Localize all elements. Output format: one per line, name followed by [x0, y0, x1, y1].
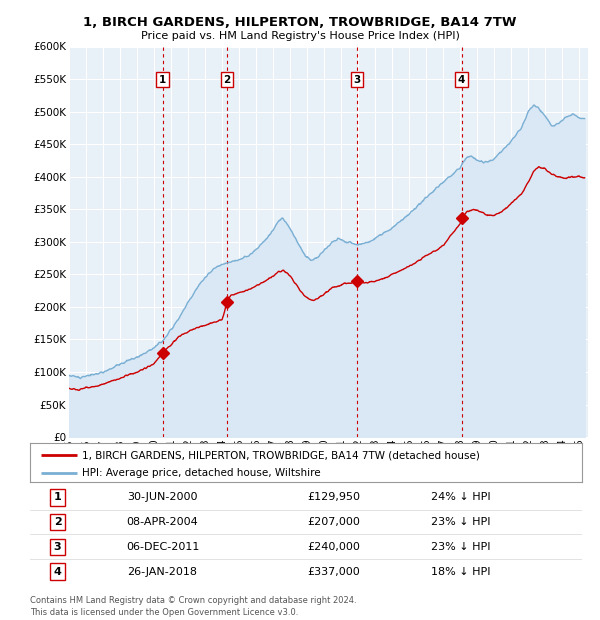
- Text: 23% ↓ HPI: 23% ↓ HPI: [431, 517, 490, 527]
- Text: £240,000: £240,000: [307, 542, 360, 552]
- Text: HPI: Average price, detached house, Wiltshire: HPI: Average price, detached house, Wilt…: [82, 467, 321, 477]
- Text: 23% ↓ HPI: 23% ↓ HPI: [431, 542, 490, 552]
- Text: 30-JUN-2000: 30-JUN-2000: [127, 492, 198, 502]
- Text: £129,950: £129,950: [307, 492, 360, 502]
- Text: 1, BIRCH GARDENS, HILPERTON, TROWBRIDGE, BA14 7TW (detached house): 1, BIRCH GARDENS, HILPERTON, TROWBRIDGE,…: [82, 450, 481, 460]
- Text: This data is licensed under the Open Government Licence v3.0.: This data is licensed under the Open Gov…: [30, 608, 298, 617]
- Text: Price paid vs. HM Land Registry's House Price Index (HPI): Price paid vs. HM Land Registry's House …: [140, 31, 460, 41]
- Text: 4: 4: [53, 567, 62, 577]
- Text: 4: 4: [458, 74, 465, 85]
- Text: 26-JAN-2018: 26-JAN-2018: [127, 567, 197, 577]
- Text: 3: 3: [54, 542, 61, 552]
- Text: 1: 1: [159, 74, 166, 85]
- Text: 1: 1: [54, 492, 61, 502]
- Text: 24% ↓ HPI: 24% ↓ HPI: [431, 492, 490, 502]
- Text: 2: 2: [54, 517, 61, 527]
- Text: 06-DEC-2011: 06-DEC-2011: [126, 542, 199, 552]
- Text: 18% ↓ HPI: 18% ↓ HPI: [431, 567, 490, 577]
- Text: £337,000: £337,000: [307, 567, 360, 577]
- Text: 08-APR-2004: 08-APR-2004: [127, 517, 199, 527]
- Text: 2: 2: [223, 74, 230, 85]
- Text: £207,000: £207,000: [307, 517, 360, 527]
- Text: 1, BIRCH GARDENS, HILPERTON, TROWBRIDGE, BA14 7TW: 1, BIRCH GARDENS, HILPERTON, TROWBRIDGE,…: [83, 16, 517, 29]
- Text: 3: 3: [353, 74, 361, 85]
- Text: Contains HM Land Registry data © Crown copyright and database right 2024.: Contains HM Land Registry data © Crown c…: [30, 596, 356, 606]
